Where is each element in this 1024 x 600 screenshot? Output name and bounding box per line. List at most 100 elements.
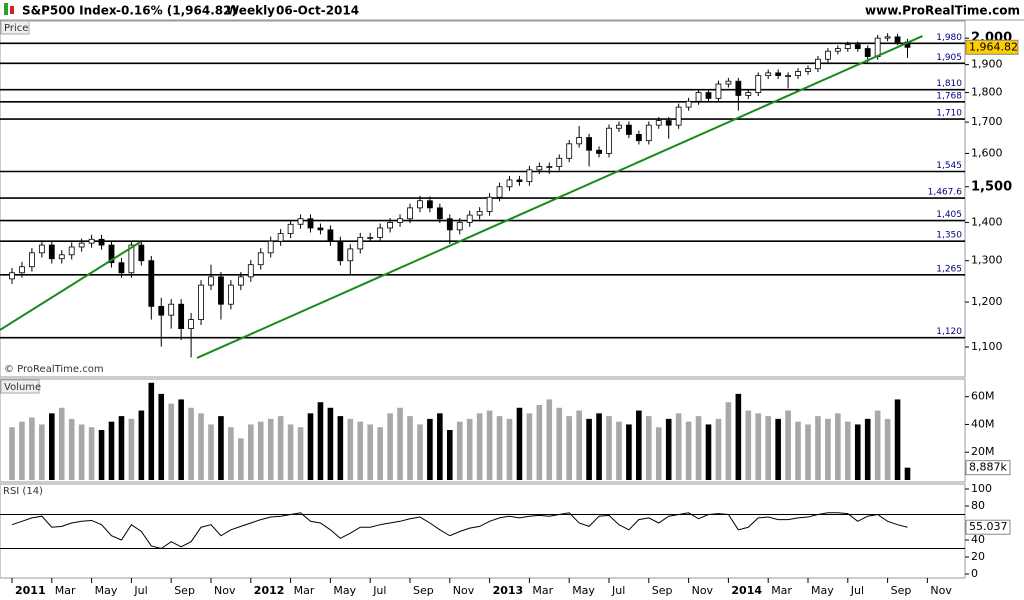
candle-body [108,244,115,264]
volume-bar [496,416,503,480]
x-tick-label: Nov [692,584,714,597]
volume-bar [317,402,324,480]
volume-bar [636,410,642,480]
candle-body [377,227,384,238]
volume-bar [377,427,383,480]
candle-body [655,120,662,126]
candle-body [407,207,413,220]
candle-body [456,222,463,231]
last-value-label: 1,964.82 [969,40,1018,53]
volume-bar [466,418,473,480]
app-icon [4,3,8,15]
candle-body [795,71,801,77]
period: Weekly [226,4,275,18]
volume-bar [437,413,443,480]
candle-body [815,58,821,70]
panel-label: Volume [4,382,41,393]
last-value-box [965,519,1011,535]
candle-body [446,218,453,231]
candle-body [476,211,483,216]
candle-body [586,137,592,151]
candle-body [247,264,254,278]
candle-body [854,44,861,49]
volume-bar [596,413,602,480]
volume-bar [19,421,25,480]
volume-bar [58,407,65,480]
volume-bar [626,424,632,480]
candle-body [596,149,602,154]
last-value-label: 55.037 [969,520,1008,533]
volume-bar [725,402,732,480]
volume-bar [795,421,801,480]
candle-body [267,240,274,254]
candle-body [805,68,811,72]
candle-body [834,48,841,52]
price-panel [0,20,966,378]
volume-bar [88,427,95,480]
y-tick-label: 60M [971,390,995,403]
candle-body [168,303,175,316]
volume-bar [49,413,55,480]
volume-bar [387,413,393,480]
level-label: 1,405 [936,210,962,220]
volume-bar [238,438,244,480]
candle-body [785,75,791,78]
candle-body [297,218,304,225]
volume-bar [427,418,433,480]
volume-bar [874,410,881,480]
volume-bar [546,399,553,480]
volume-bar [208,424,214,480]
candle-body [894,36,901,43]
candle-body [237,276,244,286]
volume-bar [178,399,184,480]
candle-body [775,72,782,77]
candle-body [387,222,394,229]
volume-bar [198,413,204,480]
level-label: 1,980 [936,33,962,43]
x-tick-label: Jul [133,584,147,597]
x-tick-label: May [811,584,834,597]
x-tick-label: Sep [891,584,912,597]
candle-body [327,229,334,242]
last-value-box [965,460,1011,476]
site: www.ProRealTime.com [865,4,1020,18]
volume-bar [68,418,75,480]
candle-body [347,248,354,262]
candle-body [546,166,553,168]
volume-bar [655,427,662,480]
x-tick-label: May [333,584,356,597]
volume-bar [287,424,294,480]
y-tick-label: 20 [971,550,985,563]
volume-bar [854,424,861,480]
candle-body [317,227,324,231]
candle-body [725,80,732,85]
x-tick-label: 2011 [15,584,46,597]
candle-body [436,207,443,220]
level-label: 1,467.6 [928,188,963,198]
candle-body [576,137,583,145]
volume-bar [78,424,85,480]
volume-bar [785,410,791,480]
x-tick-label: Mar [294,584,315,597]
volume-bar [606,416,612,480]
volume-bar [128,418,135,480]
volume-bar [148,382,155,480]
volume-bar [685,421,692,480]
volume-bar [576,410,582,480]
volume-bar [337,416,344,480]
x-tick-label: May [572,584,595,597]
level-label: 1,905 [936,53,962,63]
x-tick-label: Sep [174,584,195,597]
level-label: 1,265 [936,264,962,274]
volume-bar [566,416,572,480]
volume-bar [327,407,334,480]
volume-bar [884,418,891,480]
candle-body [426,200,433,209]
candle-body [606,127,612,154]
panel-label-box [0,379,40,394]
watermark: © ProRealTime.com [4,364,104,375]
candle-body [516,179,523,183]
candle-body [19,266,25,274]
instrument-name: S&P500 Index [22,4,117,18]
